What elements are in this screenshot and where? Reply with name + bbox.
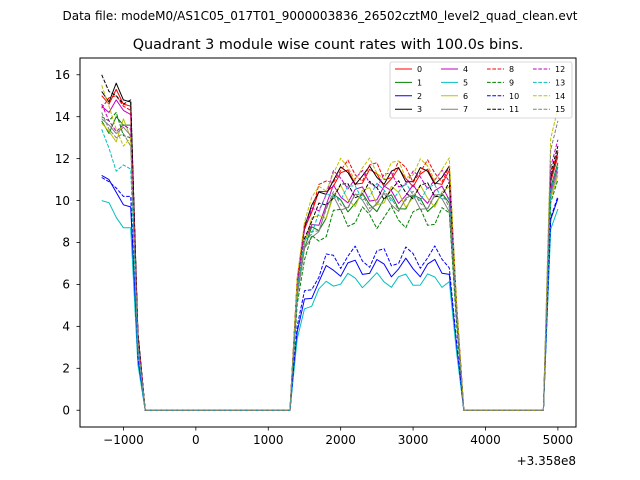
x-tick-label: 0: [192, 433, 200, 447]
legend-label-9: 9: [509, 78, 514, 87]
y-tick-label: 2: [62, 361, 70, 375]
x-tick-label: 1000: [253, 433, 284, 447]
x-tick-label: 2000: [325, 433, 356, 447]
y-tick-label: 4: [62, 320, 70, 334]
y-tick-label: 10: [55, 194, 70, 208]
legend-label-14: 14: [555, 92, 565, 101]
legend-label-11: 11: [509, 105, 519, 114]
series-line-10: [101, 177, 559, 411]
series-lines: [101, 74, 559, 411]
legend-label-4: 4: [463, 65, 468, 74]
suptitle: Data file: modeM0/AS1C05_017T01_90000038…: [62, 9, 577, 23]
legend-label-7: 7: [463, 105, 468, 114]
y-tick-label: 0: [62, 403, 70, 417]
chart-title: Quadrant 3 module wise count rates with …: [133, 37, 524, 53]
series-line-15: [101, 112, 559, 411]
y-tick-label: 12: [55, 152, 70, 166]
legend-label-5: 5: [463, 78, 468, 87]
series-line-12: [101, 103, 559, 411]
legend-label-1: 1: [417, 78, 422, 87]
y-tick-label: 6: [62, 278, 70, 292]
legend-frame: [389, 61, 573, 119]
legend-label-3: 3: [417, 105, 422, 114]
legend-label-10: 10: [509, 92, 519, 101]
y-tick-label: 14: [55, 110, 70, 124]
legend-label-6: 6: [463, 92, 468, 101]
x-offset-label: +3.358e8: [517, 454, 576, 468]
legend-label-8: 8: [509, 65, 514, 74]
y-tick-label: 8: [62, 236, 70, 250]
y-tick-label: 16: [55, 68, 70, 82]
series-line-8: [101, 95, 559, 411]
y-axis: 0 2 4 6 8 10 12 14 16: [55, 68, 80, 417]
x-tick-label: 3000: [398, 433, 429, 447]
legend-label-2: 2: [417, 92, 422, 101]
x-tick-label: 4000: [470, 433, 501, 447]
x-axis: −1000 0 1000 2000 3000 4000 5000: [103, 427, 573, 447]
legend-label-15: 15: [555, 105, 565, 114]
series-line-9: [101, 112, 559, 411]
legend-label-13: 13: [555, 78, 565, 87]
legend-label-12: 12: [555, 65, 565, 74]
legend-label-0: 0: [417, 65, 422, 74]
x-tick-label: −1000: [103, 433, 144, 447]
x-tick-label: 5000: [543, 433, 574, 447]
